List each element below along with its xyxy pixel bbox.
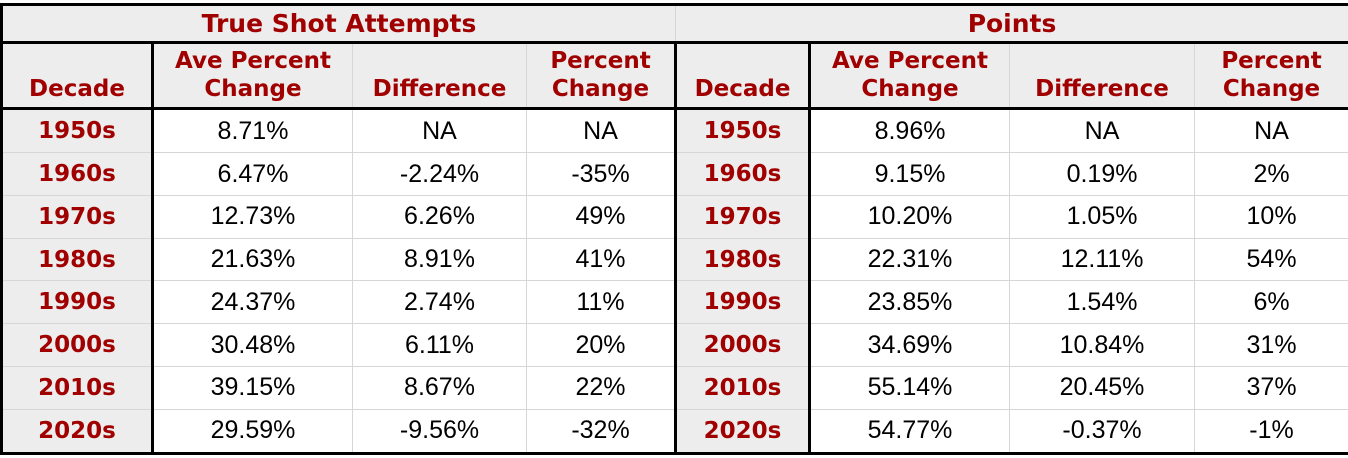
value-cell: 31% (1194, 323, 1348, 368)
table-row: 1990s 24.37% 2.74% 11% 1990s 23.85% 1.54% 6% (1, 280, 1348, 325)
table-row: 2010s 39.15% 8.67% 22% 2010s 55.14% 20.45% 37% (1, 366, 1348, 410)
value-cell: 49% (525, 194, 677, 239)
decade-cell: 1990s (674, 280, 811, 325)
value-cell: 2% (1194, 152, 1348, 196)
value-cell: 34.69% (808, 323, 1011, 368)
decade-cell: 1990s (1, 280, 153, 325)
value-cell: NA (525, 107, 677, 154)
decade-cell: 1970s (674, 194, 811, 239)
column-header-row: Decade Ave Percent Change Difference Per… (1, 42, 1348, 110)
value-cell: 11% (525, 280, 677, 325)
column-header-difference: Difference (1009, 42, 1196, 110)
section-title-points: Points (675, 4, 1348, 44)
value-cell: 20.45% (1009, 366, 1196, 410)
decade-cell: 2000s (674, 323, 811, 368)
value-cell: 22% (525, 366, 677, 410)
value-cell: 12.11% (1009, 237, 1196, 282)
table-row: 1970s 12.73% 6.26% 49% 1970s 10.20% 1.05% 10% (1, 194, 1348, 239)
column-header-percent-change: Percent Change (1194, 42, 1348, 110)
decade-cell: 1960s (674, 152, 811, 196)
decade-cell: 1980s (1, 237, 153, 282)
decade-cell: 1950s (674, 107, 811, 154)
value-cell: 37% (1194, 366, 1348, 410)
decade-rows: 1950s 8.71% NA NA 1950s 8.96% NA NA 1960s 6.47% -2… (1, 107, 1348, 455)
table-row: 1960s 6.47% -2.24% -35% 1960s 9.15% 0.19% 2% (1, 152, 1348, 196)
value-cell: 8.96% (808, 107, 1011, 154)
decade-cell: 2020s (1, 408, 153, 455)
decade-cell: 2020s (674, 408, 811, 455)
value-cell: 29.59% (151, 408, 353, 455)
value-cell: 20% (525, 323, 677, 368)
value-cell: 6.47% (151, 152, 353, 196)
value-cell: -0.37% (1009, 408, 1196, 455)
value-cell: -32% (525, 408, 677, 455)
value-cell: 55.14% (808, 366, 1011, 410)
value-cell: 23.85% (808, 280, 1011, 325)
section-title-true-shot-attempts: True Shot Attempts (0, 4, 677, 44)
decade-cell: 1950s (1, 107, 153, 154)
value-cell: 2.74% (352, 280, 527, 325)
column-header-difference: Difference (352, 42, 527, 110)
table-row: 1980s 21.63% 8.91% 41% 1980s 22.31% 12.11% 54% (1, 237, 1348, 282)
value-cell: 39.15% (151, 366, 353, 410)
table-row: 2000s 30.48% 6.11% 20% 2000s 34.69% 10.84% 31% (1, 323, 1348, 368)
value-cell: -35% (525, 152, 677, 196)
decade-cell: 1970s (1, 194, 153, 239)
value-cell: 41% (525, 237, 677, 282)
value-cell: 6.26% (352, 194, 527, 239)
value-cell: NA (352, 107, 527, 154)
value-cell: -2.24% (352, 152, 527, 196)
column-header-decade: Decade (1, 42, 153, 110)
value-cell: -1% (1194, 408, 1348, 455)
value-cell: 8.67% (352, 366, 527, 410)
value-cell: 54.77% (808, 408, 1011, 455)
value-cell: 22.31% (808, 237, 1011, 282)
value-cell: 21.63% (151, 237, 353, 282)
value-cell: 6.11% (352, 323, 527, 368)
column-header-ave-percent-change: Ave Percent Change (151, 42, 353, 110)
decade-cell: 2010s (1, 366, 153, 410)
value-cell: 12.73% (151, 194, 353, 239)
value-cell: 8.91% (352, 237, 527, 282)
value-cell: 30.48% (151, 323, 353, 368)
value-cell: 10.84% (1009, 323, 1196, 368)
value-cell: NA (1009, 107, 1196, 154)
decade-cell: 1960s (1, 152, 153, 196)
value-cell: -9.56% (352, 408, 527, 455)
value-cell: 10.20% (808, 194, 1011, 239)
value-cell: 24.37% (151, 280, 353, 325)
value-cell: 0.19% (1009, 152, 1196, 196)
value-cell: 6% (1194, 280, 1348, 325)
section-title-row: True Shot Attempts Points (0, 4, 1348, 44)
decade-stats-table: True Shot Attempts Points Decade Ave Per… (0, 3, 1348, 455)
value-cell: 54% (1194, 237, 1348, 282)
column-header-ave-percent-change: Ave Percent Change (808, 42, 1011, 110)
value-cell: 1.05% (1009, 194, 1196, 239)
column-header-percent-change: Percent Change (525, 42, 677, 110)
value-cell: NA (1194, 107, 1348, 154)
column-header-decade: Decade (674, 42, 811, 110)
table-row: 1950s 8.71% NA NA 1950s 8.96% NA NA (1, 107, 1348, 154)
decade-cell: 1980s (674, 237, 811, 282)
value-cell: 8.71% (151, 107, 353, 154)
decade-cell: 2010s (674, 366, 811, 410)
decade-cell: 2000s (1, 323, 153, 368)
value-cell: 1.54% (1009, 280, 1196, 325)
value-cell: 9.15% (808, 152, 1011, 196)
value-cell: 10% (1194, 194, 1348, 239)
table-row: 2020s 29.59% -9.56% -32% 2020s 54.77% -0.37% -1… (1, 408, 1348, 455)
